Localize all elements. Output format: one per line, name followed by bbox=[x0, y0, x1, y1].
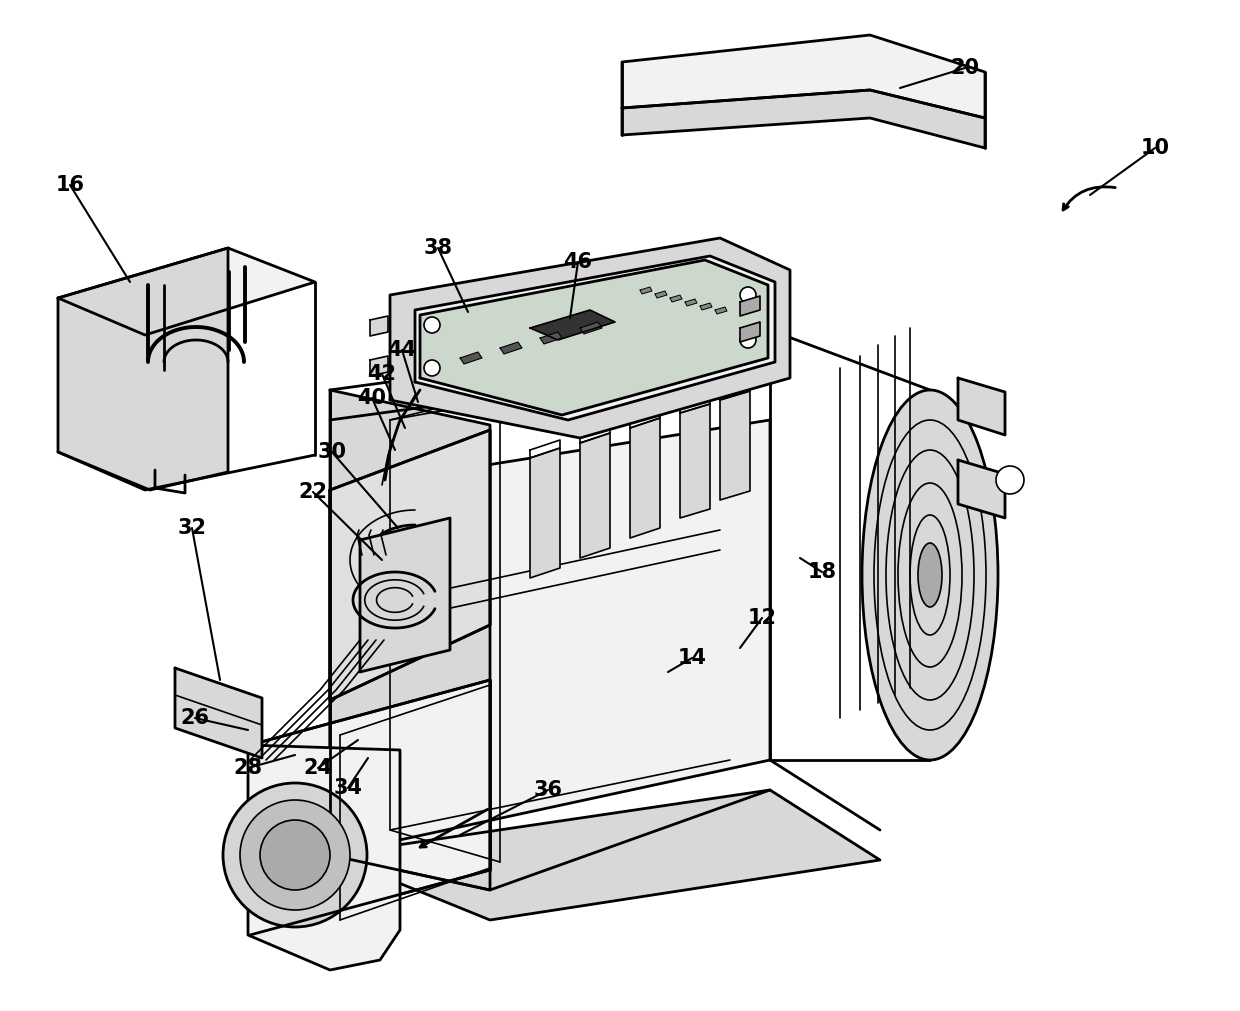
Polygon shape bbox=[248, 745, 401, 970]
Text: 38: 38 bbox=[424, 238, 453, 258]
Polygon shape bbox=[740, 296, 760, 316]
Polygon shape bbox=[701, 303, 712, 310]
Polygon shape bbox=[529, 448, 560, 578]
Polygon shape bbox=[715, 307, 727, 314]
Polygon shape bbox=[959, 460, 1004, 518]
Polygon shape bbox=[622, 35, 985, 118]
Polygon shape bbox=[330, 390, 490, 890]
Polygon shape bbox=[684, 299, 697, 306]
Ellipse shape bbox=[424, 360, 440, 376]
Polygon shape bbox=[640, 287, 652, 294]
Polygon shape bbox=[58, 248, 228, 490]
Text: 24: 24 bbox=[304, 758, 332, 778]
Ellipse shape bbox=[918, 543, 942, 607]
Polygon shape bbox=[529, 440, 560, 458]
Ellipse shape bbox=[996, 466, 1024, 494]
Polygon shape bbox=[740, 321, 760, 342]
Ellipse shape bbox=[260, 820, 330, 890]
Polygon shape bbox=[330, 420, 770, 855]
Polygon shape bbox=[580, 321, 601, 334]
Polygon shape bbox=[680, 396, 711, 413]
Polygon shape bbox=[720, 391, 750, 500]
Polygon shape bbox=[330, 430, 490, 700]
Ellipse shape bbox=[241, 800, 350, 910]
Text: 42: 42 bbox=[367, 364, 397, 384]
Text: 34: 34 bbox=[334, 778, 362, 798]
Text: 16: 16 bbox=[56, 175, 84, 195]
Polygon shape bbox=[370, 356, 388, 376]
Ellipse shape bbox=[740, 287, 756, 303]
Polygon shape bbox=[500, 342, 522, 354]
Polygon shape bbox=[330, 790, 880, 920]
Polygon shape bbox=[630, 418, 660, 538]
Text: 36: 36 bbox=[533, 780, 563, 800]
Polygon shape bbox=[58, 248, 315, 335]
Text: 30: 30 bbox=[317, 442, 346, 462]
Text: 40: 40 bbox=[357, 388, 387, 408]
Polygon shape bbox=[360, 518, 450, 672]
Polygon shape bbox=[655, 291, 667, 298]
Text: 14: 14 bbox=[677, 648, 707, 668]
Text: 32: 32 bbox=[177, 518, 207, 538]
Text: 18: 18 bbox=[807, 562, 837, 582]
Text: 44: 44 bbox=[387, 340, 417, 360]
Polygon shape bbox=[391, 238, 790, 438]
Text: 20: 20 bbox=[951, 58, 980, 78]
Polygon shape bbox=[580, 433, 610, 558]
Polygon shape bbox=[370, 316, 388, 336]
Polygon shape bbox=[580, 425, 610, 443]
Polygon shape bbox=[420, 260, 768, 415]
Polygon shape bbox=[175, 668, 262, 758]
Polygon shape bbox=[630, 410, 660, 428]
Text: 12: 12 bbox=[748, 608, 776, 628]
Polygon shape bbox=[680, 404, 711, 518]
Text: 46: 46 bbox=[563, 252, 593, 272]
Polygon shape bbox=[250, 680, 490, 935]
Ellipse shape bbox=[223, 783, 367, 927]
Polygon shape bbox=[720, 383, 750, 400]
Text: 10: 10 bbox=[1141, 137, 1169, 158]
Polygon shape bbox=[959, 378, 1004, 435]
Text: 26: 26 bbox=[181, 708, 210, 728]
Polygon shape bbox=[539, 332, 562, 344]
Polygon shape bbox=[460, 352, 482, 364]
Polygon shape bbox=[670, 295, 682, 302]
Polygon shape bbox=[529, 310, 615, 340]
Text: 22: 22 bbox=[299, 482, 327, 502]
Text: 28: 28 bbox=[233, 758, 263, 778]
Ellipse shape bbox=[862, 390, 998, 760]
Polygon shape bbox=[415, 256, 775, 420]
Ellipse shape bbox=[424, 317, 440, 333]
Polygon shape bbox=[622, 90, 985, 148]
Ellipse shape bbox=[740, 332, 756, 348]
